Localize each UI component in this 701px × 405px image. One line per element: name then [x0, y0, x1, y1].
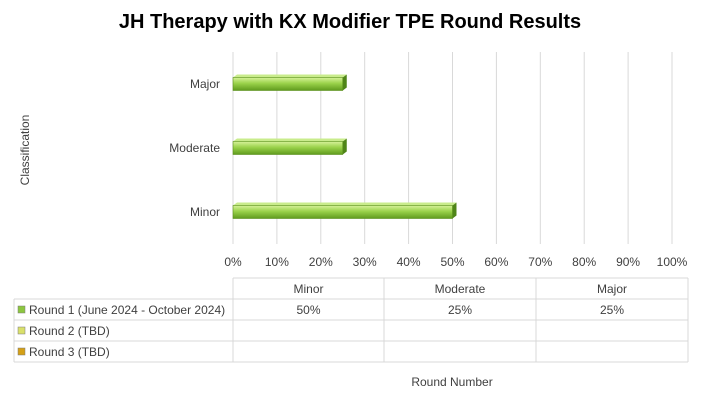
bar: [232, 74, 347, 91]
x-tick-label: 70%: [528, 255, 552, 269]
x-axis-label: Round Number: [411, 375, 492, 389]
legend-entry: Round 1 (June 2024 - October 2024): [29, 303, 225, 317]
data-table: Minor Moderate Major Round 1 (June 2024 - O…: [13, 277, 689, 363]
x-tick-label: 90%: [616, 255, 640, 269]
legend-entry: Round 3 (TBD): [29, 345, 110, 359]
category-label: Moderate: [169, 141, 220, 155]
legend-entry: Round 2 (TBD): [29, 324, 110, 338]
x-tick-label: 100%: [657, 255, 688, 269]
legend-swatch: [17, 326, 26, 335]
table-header-cell: Major: [597, 282, 627, 296]
legend-swatch: [17, 347, 26, 356]
bar: [232, 138, 347, 155]
data-label: 25%: [448, 303, 472, 317]
x-tick-label: 60%: [484, 255, 508, 269]
table-header-cell: Moderate: [435, 282, 486, 296]
data-label: 50%: [296, 303, 320, 317]
x-tick-labels: 0% 10% 20% 30% 40% 50% 60% 70% 80% 90% 100%: [224, 255, 687, 269]
legend-swatch: [17, 305, 26, 314]
category-label: Major: [190, 77, 220, 91]
table-header-cell: Minor: [293, 282, 323, 296]
y-axis-label: Classification: [18, 115, 32, 186]
chart-title: JH Therapy with KX Modifier TPE Round Re…: [119, 11, 581, 33]
x-tick-label: 80%: [572, 255, 596, 269]
data-label: 25%: [600, 303, 624, 317]
x-tick-label: 10%: [265, 255, 289, 269]
x-tick-label: 20%: [309, 255, 333, 269]
x-tick-label: 40%: [397, 255, 421, 269]
x-tick-label: 50%: [440, 255, 464, 269]
x-tick-label: 30%: [353, 255, 377, 269]
bar: [232, 202, 457, 219]
category-label: Minor: [190, 205, 220, 219]
x-tick-label: 0%: [224, 255, 242, 269]
category-labels: Minor Moderate Major: [169, 77, 220, 219]
bars: [232, 74, 457, 219]
